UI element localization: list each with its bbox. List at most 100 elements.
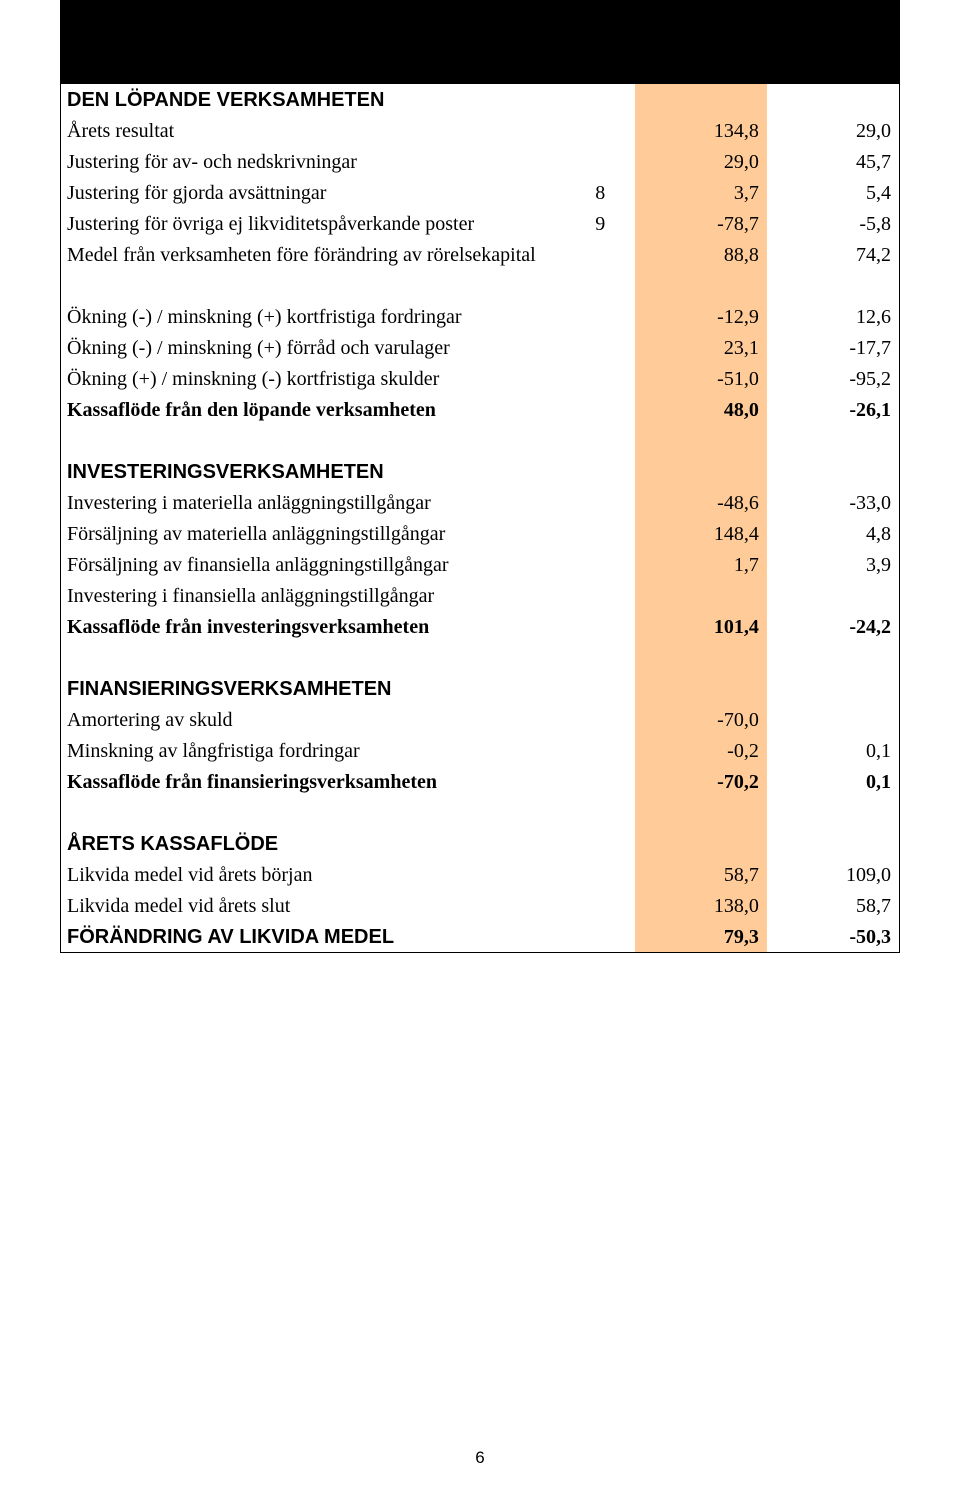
row-val2: 5,4	[767, 177, 900, 208]
row-note	[568, 518, 635, 549]
row-val2: 58,7	[767, 890, 900, 921]
row-val1: 1,7	[635, 549, 767, 580]
row-val2: 4,8	[767, 518, 900, 549]
row-desc: Årets resultat	[61, 115, 568, 146]
cell-empty	[635, 456, 767, 487]
row-val1: 23,1	[635, 332, 767, 363]
row-val2	[767, 704, 900, 735]
page-container: DEN LÖPANDE VERKSAMHETEN Årets resultat …	[0, 0, 960, 1502]
cell-empty	[767, 270, 900, 301]
cell-empty	[568, 456, 635, 487]
table-row: Minskning av långfristiga fordringar -0,…	[61, 735, 900, 766]
cell-empty	[767, 642, 900, 673]
section-heading-row: FINANSIERINGSVERKSAMHETEN	[61, 673, 900, 704]
spacer-row	[61, 425, 900, 456]
row-desc: Minskning av långfristiga fordringar	[61, 735, 568, 766]
row-val1: 148,4	[635, 518, 767, 549]
page-number: 6	[0, 1448, 960, 1468]
row-note	[568, 487, 635, 518]
cell-empty	[61, 642, 568, 673]
row-note	[568, 394, 635, 425]
row-desc: Kassaflöde från den löpande verksamheten	[61, 394, 568, 425]
cell-empty	[767, 673, 900, 704]
cell-empty	[767, 84, 900, 115]
row-val2	[767, 580, 900, 611]
section-heading-row: INVESTERINGSVERKSAMHETEN	[61, 456, 900, 487]
cell-empty	[568, 797, 635, 828]
row-desc: Ökning (+) / minskning (-) kortfristiga …	[61, 363, 568, 394]
row-val2: -26,1	[767, 394, 900, 425]
row-val2: -95,2	[767, 363, 900, 394]
row-val2: 29,0	[767, 115, 900, 146]
row-desc: Medel från verksamheten före förändring …	[61, 239, 568, 270]
row-val1: 79,3	[635, 921, 767, 953]
cell-empty	[635, 84, 767, 115]
row-desc: Investering i finansiella anläggningstil…	[61, 580, 568, 611]
row-val2: 45,7	[767, 146, 900, 177]
row-val1: -0,2	[635, 735, 767, 766]
cell-empty	[568, 84, 635, 115]
row-note	[568, 890, 635, 921]
row-note	[568, 859, 635, 890]
row-desc: Kassaflöde från finansieringsverksamhete…	[61, 766, 568, 797]
spacer-row	[61, 797, 900, 828]
cell-empty	[568, 828, 635, 859]
header-black-bar	[60, 0, 900, 84]
row-val1: -78,7	[635, 208, 767, 239]
section-heading: FINANSIERINGSVERKSAMHETEN	[61, 673, 568, 704]
section-heading-row: DEN LÖPANDE VERKSAMHETEN	[61, 84, 900, 115]
row-val2: -5,8	[767, 208, 900, 239]
row-desc: Ökning (-) / minskning (+) kortfristiga …	[61, 301, 568, 332]
cell-empty	[61, 270, 568, 301]
table-row: Likvida medel vid årets slut 138,0 58,7	[61, 890, 900, 921]
cashflow-table: DEN LÖPANDE VERKSAMHETEN Årets resultat …	[60, 84, 900, 953]
table-row: Amortering av skuld -70,0	[61, 704, 900, 735]
table-row: Ökning (-) / minskning (+) förråd och va…	[61, 332, 900, 363]
cell-empty	[635, 797, 767, 828]
cell-empty	[635, 673, 767, 704]
table-row: Ökning (-) / minskning (+) kortfristiga …	[61, 301, 900, 332]
row-val1	[635, 580, 767, 611]
row-val2: 74,2	[767, 239, 900, 270]
row-note: 8	[568, 177, 635, 208]
cell-empty	[635, 270, 767, 301]
row-val2: -24,2	[767, 611, 900, 642]
table-row: Investering i finansiella anläggningstil…	[61, 580, 900, 611]
cell-empty	[635, 828, 767, 859]
table-row: Ökning (+) / minskning (-) kortfristiga …	[61, 363, 900, 394]
cell-empty	[568, 425, 635, 456]
row-note	[568, 239, 635, 270]
row-val1: -70,2	[635, 766, 767, 797]
row-desc: Justering för gjorda avsättningar	[61, 177, 568, 208]
section-heading-row: ÅRETS KASSAFLÖDE	[61, 828, 900, 859]
row-desc: Likvida medel vid årets början	[61, 859, 568, 890]
row-desc: Försäljning av materiella anläggningstil…	[61, 518, 568, 549]
row-val1: 29,0	[635, 146, 767, 177]
row-val2: 12,6	[767, 301, 900, 332]
section-heading: DEN LÖPANDE VERKSAMHETEN	[61, 84, 568, 115]
row-desc: Likvida medel vid årets slut	[61, 890, 568, 921]
row-note	[568, 549, 635, 580]
row-val1: -48,6	[635, 487, 767, 518]
table-row: Justering för övriga ej likviditetspåver…	[61, 208, 900, 239]
cell-empty	[61, 425, 568, 456]
row-val1: -70,0	[635, 704, 767, 735]
row-val2: -33,0	[767, 487, 900, 518]
row-note	[568, 704, 635, 735]
row-desc: Ökning (-) / minskning (+) förråd och va…	[61, 332, 568, 363]
cell-empty	[568, 673, 635, 704]
row-val2: 109,0	[767, 859, 900, 890]
row-note	[568, 766, 635, 797]
row-note	[568, 115, 635, 146]
row-desc: Försäljning av finansiella anläggningsti…	[61, 549, 568, 580]
spacer-row	[61, 642, 900, 673]
row-val1: 58,7	[635, 859, 767, 890]
table-row: Investering i materiella anläggningstill…	[61, 487, 900, 518]
row-val1: 3,7	[635, 177, 767, 208]
row-val1: -12,9	[635, 301, 767, 332]
cell-empty	[568, 270, 635, 301]
table-row: Medel från verksamheten före förändring …	[61, 239, 900, 270]
row-note	[568, 146, 635, 177]
row-val1: 88,8	[635, 239, 767, 270]
row-val1: 134,8	[635, 115, 767, 146]
